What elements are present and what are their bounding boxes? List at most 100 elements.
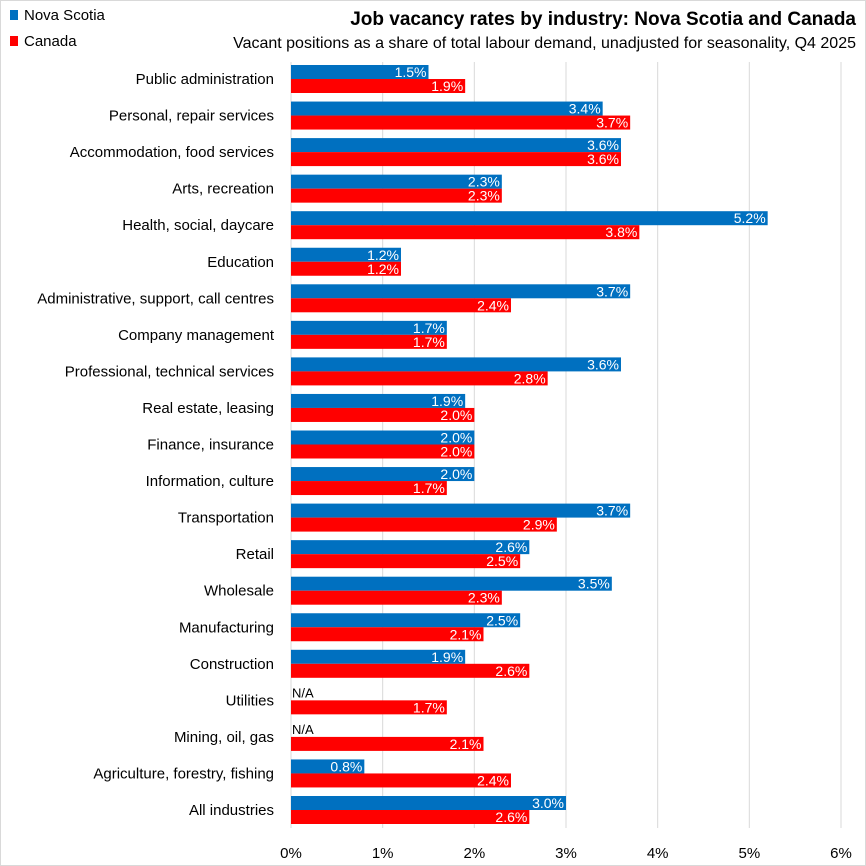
data-label: 3.7% — [596, 115, 628, 131]
bar-canada — [291, 663, 530, 678]
data-label: 3.4% — [569, 101, 601, 117]
data-label: 2.5% — [486, 553, 518, 569]
category-label: Transportation — [178, 510, 274, 527]
data-label: 1.9% — [431, 649, 463, 665]
data-label: 2.1% — [450, 626, 482, 642]
bar-nova-scotia — [291, 540, 530, 555]
bar-canada — [291, 444, 475, 459]
category-label: Retail — [236, 546, 274, 563]
missing-value-label: N/A — [292, 685, 314, 700]
bar-nova-scotia — [291, 467, 475, 482]
x-tick-label: 0% — [280, 845, 302, 862]
category-label: Company management — [118, 327, 275, 344]
category-label: Utilities — [226, 692, 274, 709]
legend-swatch-nova-scotia — [10, 10, 18, 20]
data-label: 1.9% — [431, 393, 463, 409]
data-label: 2.3% — [468, 174, 500, 190]
bar-nova-scotia — [291, 320, 447, 335]
data-label: 2.8% — [514, 370, 546, 386]
bar-canada — [291, 188, 502, 203]
bar-canada — [291, 590, 502, 605]
data-label: 5.2% — [734, 210, 766, 226]
bar-canada — [291, 261, 401, 276]
data-label: 2.6% — [495, 539, 527, 555]
bar-nova-scotia — [291, 138, 621, 153]
bar-canada — [291, 627, 484, 642]
bar-canada — [291, 773, 511, 788]
data-label: 1.2% — [367, 247, 399, 263]
bar-canada — [291, 481, 447, 496]
data-label: 3.7% — [596, 503, 628, 519]
data-label: 2.4% — [477, 772, 509, 788]
missing-value-label: N/A — [292, 722, 314, 737]
bar-nova-scotia — [291, 65, 429, 79]
bar-nova-scotia — [291, 576, 612, 591]
bar-canada — [291, 700, 447, 715]
data-label: 2.4% — [477, 297, 509, 313]
data-label: 1.7% — [413, 699, 445, 715]
legend: Nova Scotia Canada — [10, 7, 106, 50]
bar-canada — [291, 810, 530, 824]
bar-canada — [291, 79, 466, 93]
category-label: Real estate, leasing — [142, 400, 274, 417]
category-label: Construction — [190, 656, 274, 673]
bar-nova-scotia — [291, 284, 631, 299]
data-label: 2.3% — [468, 590, 500, 606]
data-label: 3.5% — [578, 576, 610, 592]
category-label: Administrative, support, call centres — [37, 290, 274, 307]
legend-label-canada: Canada — [24, 33, 77, 50]
data-label: 2.5% — [486, 612, 518, 628]
data-label: 1.7% — [413, 334, 445, 350]
bar-canada — [291, 371, 548, 386]
data-label: 3.6% — [587, 137, 619, 153]
bar-nova-scotia — [291, 211, 768, 226]
chart-subtitle: Vacant positions as a share of total lab… — [233, 35, 856, 52]
category-label: Information, culture — [146, 473, 274, 490]
data-label: 1.2% — [367, 261, 399, 277]
data-label: 1.9% — [431, 78, 463, 94]
data-label: 2.0% — [440, 407, 472, 423]
x-tick-label: 3% — [555, 845, 577, 862]
data-label: 1.7% — [413, 320, 445, 336]
category-label: Accommodation, food services — [70, 144, 274, 161]
bar-canada — [291, 517, 557, 532]
bar-nova-scotia — [291, 393, 466, 408]
data-label: 2.9% — [523, 517, 555, 533]
category-label: Agriculture, forestry, fishing — [93, 765, 274, 782]
data-label: 3.7% — [596, 283, 628, 299]
category-label: Manufacturing — [179, 619, 274, 636]
data-label: 2.0% — [440, 444, 472, 460]
data-label: 1.7% — [413, 480, 445, 496]
bar-canada — [291, 554, 521, 569]
bar-nova-scotia — [291, 649, 466, 664]
bar-nova-scotia — [291, 247, 401, 262]
bar-nova-scotia — [291, 613, 521, 628]
data-label: 1.5% — [395, 64, 427, 80]
x-tick-label: 2% — [463, 845, 485, 862]
bar-nova-scotia — [291, 357, 621, 372]
category-label: Public administration — [136, 71, 274, 88]
bar-nova-scotia — [291, 101, 603, 116]
data-label: 2.3% — [468, 188, 500, 204]
x-tick-label: 1% — [372, 845, 394, 862]
category-label: Mining, oil, gas — [174, 729, 274, 746]
data-label: 0.8% — [330, 758, 362, 774]
data-label: 2.6% — [495, 809, 527, 825]
bar-canada — [291, 736, 484, 751]
bars: 1.5%1.9%3.4%3.7%3.6%3.6%2.3%2.3%5.2%3.8%… — [291, 64, 768, 825]
data-label: 3.0% — [532, 795, 564, 811]
bar-nova-scotia — [291, 174, 502, 189]
data-label: 3.6% — [587, 151, 619, 167]
category-label: Arts, recreation — [172, 181, 274, 198]
category-label: Health, social, daycare — [122, 217, 274, 234]
bar-canada — [291, 407, 475, 422]
category-label: All industries — [189, 802, 274, 819]
bar-canada — [291, 298, 511, 313]
bar-canada — [291, 115, 631, 130]
data-label: 2.0% — [440, 466, 472, 482]
chart-title: Job vacancy rates by industry: Nova Scot… — [350, 9, 856, 30]
bar-nova-scotia — [291, 759, 365, 774]
x-tick-label: 5% — [738, 845, 760, 862]
data-label: 3.8% — [605, 224, 637, 240]
